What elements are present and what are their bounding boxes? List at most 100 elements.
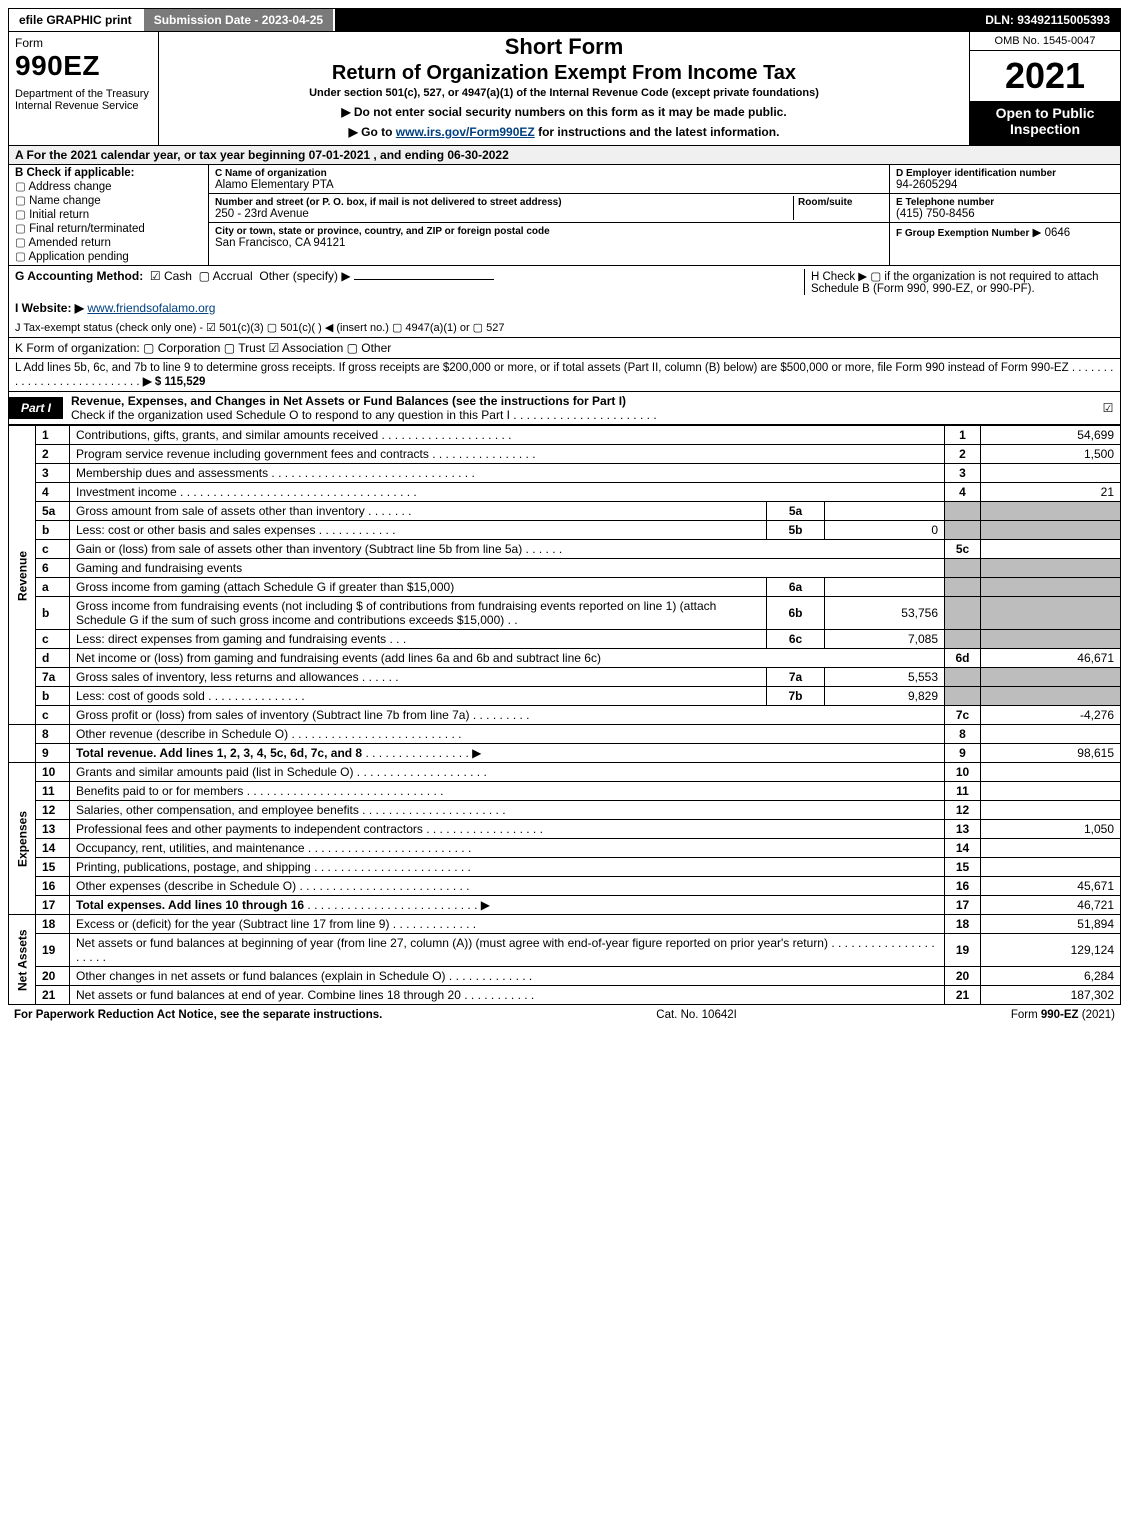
b-opt-name[interactable]: Name change [15,193,202,207]
row-7c-val: -4,276 [981,706,1121,725]
line-k: K Form of organization: ▢ Corporation ▢ … [8,338,1121,359]
row-3-val [981,464,1121,483]
efile-print[interactable]: efile GRAPHIC print [9,9,144,31]
row-10-text: Grants and similar amounts paid (list in… [76,765,353,779]
row-5a-text: Gross amount from sale of assets other t… [76,504,365,518]
b-opt-pending[interactable]: Application pending [15,249,202,263]
row-12-text: Salaries, other compensation, and employ… [76,803,359,817]
title-return: Return of Organization Exempt From Incom… [165,62,963,85]
line-i: I Website: ▶ www.friendsofalamo.org [9,298,1120,318]
row-20-text: Other changes in net assets or fund bala… [76,969,446,983]
telephone: (415) 750-8456 [896,208,975,220]
row-17-text: Total expenses. Add lines 10 through 16 [76,898,304,912]
row-2-text: Program service revenue including govern… [76,447,429,461]
footer-right: Form 990-EZ (2021) [1011,1009,1115,1021]
row-5c-text: Gain or (loss) from sale of assets other… [76,542,522,556]
row-7c-text: Gross profit or (loss) from sales of inv… [76,708,469,722]
part-i-table: Revenue 1 Contributions, gifts, grants, … [8,425,1121,1005]
row-18-text: Excess or (deficit) for the year (Subtra… [76,917,389,931]
b-label: B Check if applicable: [15,167,202,179]
side-expenses: Expenses [9,763,36,915]
row-14-text: Occupancy, rent, utilities, and maintena… [76,841,305,855]
part-i-title: Revenue, Expenses, and Changes in Net As… [71,394,626,408]
row-6d-val: 46,671 [981,649,1121,668]
row-15-text: Printing, publications, postage, and shi… [76,860,311,874]
row-21-val: 187,302 [981,986,1121,1005]
tax-year: 2021 [970,51,1120,101]
row-16-val: 45,671 [981,877,1121,896]
row-11-text: Benefits paid to or for members [76,784,243,798]
form-header: Form 990EZ Department of the Treasury In… [8,32,1121,146]
g-other[interactable]: Other (specify) ▶ [259,269,350,283]
b-opt-final[interactable]: Final return/terminated [15,221,202,235]
row-18-val: 51,894 [981,915,1121,934]
submission-date: Submission Date - 2023-04-25 [144,9,335,31]
part-i-header: Part I Revenue, Expenses, and Changes in… [8,392,1121,425]
g-cash[interactable]: Cash [150,269,192,283]
line-j: J Tax-exempt status (check only one) - ☑… [9,318,1120,337]
row-7b-text: Less: cost of goods sold [76,689,205,703]
row-1-val: 54,699 [981,426,1121,445]
row-17-val: 46,721 [981,896,1121,915]
part-i-check[interactable]: ☑ [1096,401,1120,415]
d-label: D Employer identification number [896,168,1056,179]
row-7a-val: 5,553 [825,668,945,687]
website-link[interactable]: www.friendsofalamo.org [87,301,215,315]
page-footer: For Paperwork Reduction Act Notice, see … [8,1005,1121,1021]
irs-link[interactable]: www.irs.gov/Form990EZ [396,125,535,139]
group-exemption: ▶ 0646 [1033,227,1071,239]
b-opt-amended[interactable]: Amended return [15,235,202,249]
inspection-badge: Open to Public Inspection [970,101,1120,145]
row-20-val: 6,284 [981,967,1121,986]
line-h: H Check ▶ ▢ if the organization is not r… [804,269,1114,295]
c-addr-label: Number and street (or P. O. box, if mail… [215,197,562,208]
c-city-label: City or town, state or province, country… [215,226,550,237]
dln: DLN: 93492115005393 [975,9,1120,31]
e-label: E Telephone number [896,197,994,208]
row-6a-text: Gross income from gaming (attach Schedul… [76,580,454,594]
row-4-text: Investment income [76,485,177,499]
row-13-text: Professional fees and other payments to … [76,822,423,836]
row-5c-val [981,540,1121,559]
row-7b-val: 9,829 [825,687,945,706]
top-bar: efile GRAPHIC print Submission Date - 20… [8,8,1121,32]
b-opt-address[interactable]: Address change [15,179,202,193]
row-21-text: Net assets or fund balances at end of ye… [76,988,461,1002]
footer-left: For Paperwork Reduction Act Notice, see … [14,1009,382,1021]
row-19-val: 129,124 [981,934,1121,967]
row-8-text: Other revenue (describe in Schedule O) [76,727,288,741]
footer-cat: Cat. No. 10642I [656,1009,737,1021]
side-netassets: Net Assets [9,915,36,1005]
b-opt-initial[interactable]: Initial return [15,207,202,221]
org-city: San Francisco, CA 94121 [215,237,345,249]
row-9-val: 98,615 [981,744,1121,763]
form-label: Form [15,36,152,50]
row-6b-val: 53,756 [825,597,945,630]
section-g-j: G Accounting Method: Cash Accrual Other … [8,266,1121,338]
dept-treasury: Department of the Treasury Internal Reve… [15,88,152,112]
c-name-label: C Name of organization [215,168,327,179]
row-2-val: 1,500 [981,445,1121,464]
row-6c-val: 7,085 [825,630,945,649]
omb-number: OMB No. 1545-0047 [970,32,1120,51]
row-1-text: Contributions, gifts, grants, and simila… [76,428,378,442]
row-6b-text: Gross income from fundraising events (no… [76,599,716,627]
ssn-note: ▶ Do not enter social security numbers o… [165,105,963,119]
row-10-val [981,763,1121,782]
org-address: 250 - 23rd Avenue [215,208,309,220]
room-label: Room/suite [798,197,852,208]
row-16-text: Other expenses (describe in Schedule O) [76,879,296,893]
row-9-text: Total revenue. Add lines 1, 2, 3, 4, 5c,… [76,746,362,760]
g-accrual[interactable]: Accrual [199,269,253,283]
section-identification: B Check if applicable: Address change Na… [8,165,1121,266]
row-6d-text: Net income or (loss) from gaming and fun… [70,649,945,668]
line-a: A For the 2021 calendar year, or tax yea… [8,146,1121,165]
f-label: F Group Exemption Number [896,228,1029,239]
goto-note: ▶ Go to www.irs.gov/Form990EZ for instru… [165,125,963,139]
title-short-form: Short Form [165,34,963,60]
row-5b-val: 0 [825,521,945,540]
row-4-val: 21 [981,483,1121,502]
row-6c-text: Less: direct expenses from gaming and fu… [76,632,386,646]
line-g: G Accounting Method: Cash Accrual Other … [15,269,804,295]
row-5b-text: Less: cost or other basis and sales expe… [76,523,315,537]
